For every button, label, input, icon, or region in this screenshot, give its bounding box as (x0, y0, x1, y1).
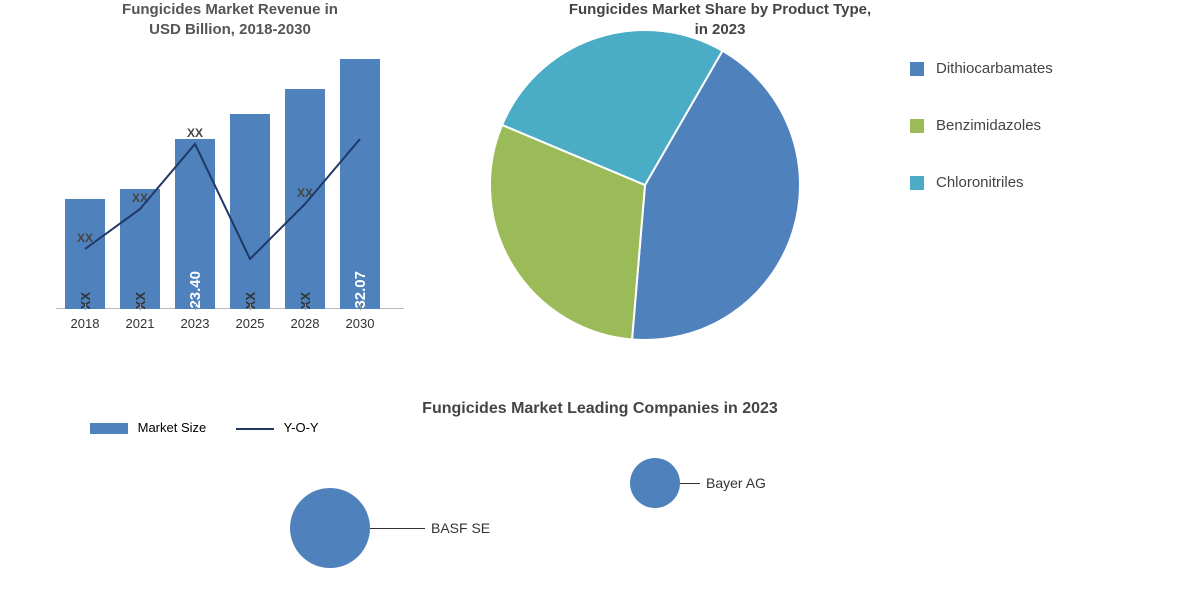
pie-legend-item: Chloronitriles (910, 174, 1053, 191)
axis-tick (195, 304, 196, 310)
axis-tick (305, 304, 306, 310)
yoy-point-label: XX (175, 126, 215, 214)
bubble-connector-line (680, 483, 700, 484)
x-axis-label: 2023 (175, 316, 215, 331)
bar: XX (65, 199, 105, 309)
pie-plot-area (490, 30, 800, 345)
pie-legend-label: Dithiocarbamates (936, 60, 1053, 77)
company-bubble: Bayer AG (630, 458, 766, 508)
bar-title-line2: USD Billion, 2018-2030 (149, 21, 311, 38)
pie-legend-label: Benzimidazoles (936, 117, 1041, 134)
legend-swatch-icon (910, 176, 924, 190)
bubble-connector-line (370, 528, 425, 529)
bar-title-line1: Fungicides Market Revenue in (122, 1, 338, 18)
x-axis-label: 2018 (65, 316, 105, 331)
pie-svg (490, 30, 800, 340)
x-axis-label: 2025 (230, 316, 270, 331)
bubble-circle-icon (630, 458, 680, 508)
pie-legend: Dithiocarbamates Benzimidazoles Chloronitr… (910, 60, 1053, 231)
bar-chart-section: Fungicides Market Revenue in USD Billion… (40, 0, 420, 380)
bar: 32.07 (340, 59, 380, 309)
bar-value-label: 23.40 (187, 265, 204, 309)
legend-swatch-icon (910, 119, 924, 133)
bar: XX (230, 114, 270, 309)
axis-tick (85, 304, 86, 310)
x-axis-label: 2021 (120, 316, 160, 331)
pie-title-line1: Fungicides Market Share by Product Type, (569, 1, 871, 18)
yoy-point-label: XX (120, 191, 160, 209)
axis-tick (360, 304, 361, 310)
pie-legend-item: Benzimidazoles (910, 117, 1053, 134)
legend-swatch-icon (910, 62, 924, 76)
axis-tick (140, 304, 141, 310)
x-axis-label: 2028 (285, 316, 325, 331)
axis-tick (250, 304, 251, 310)
bar-plot-area: XX2018XXXX2021XX23.402023XXXX2025XX2028X… (60, 49, 400, 309)
companies-title: Fungicides Market Leading Companies in 2… (0, 400, 1200, 418)
bar-value-label: 32.07 (352, 265, 369, 309)
pie-chart-section: Fungicides Market Share by Product Type,… (460, 0, 1180, 360)
pie-legend-label: Chloronitriles (936, 174, 1024, 191)
yoy-point-label: XX (65, 231, 105, 249)
bar-chart-title: Fungicides Market Revenue in USD Billion… (40, 0, 420, 39)
companies-section: Fungicides Market Leading Companies in 2… (0, 400, 1200, 598)
bubble-circle-icon (290, 488, 370, 568)
company-bubble: BASF SE (290, 488, 490, 568)
x-axis-label: 2030 (340, 316, 380, 331)
company-label: Bayer AG (706, 475, 766, 491)
company-label: BASF SE (431, 520, 490, 536)
bubble-chart-area: BASF SE Bayer AG (0, 448, 1200, 598)
pie-legend-item: Dithiocarbamates (910, 60, 1053, 77)
